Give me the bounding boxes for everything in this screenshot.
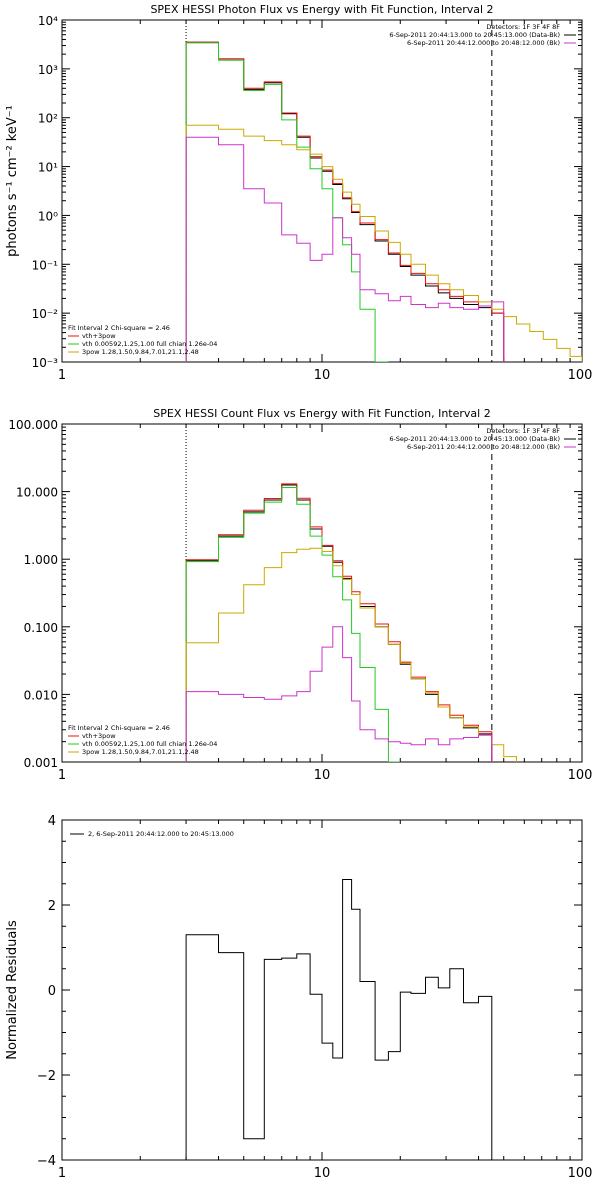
y-tick-label: 10⁻¹: [32, 258, 59, 272]
x-tick-label: 10: [314, 1166, 331, 1181]
legend-bottom-entry: vth 0.00592,1.25,1.00 full chian 1.26e-0…: [82, 340, 217, 348]
series-line-2: [185, 41, 505, 362]
legend-bottom-entry: vth+3pow: [82, 732, 116, 740]
y-tick-label: 10⁻²: [32, 307, 59, 321]
legend-top-entry: 6-Sep-2011 20:44:13.000 to 20:45:13.000 …: [389, 31, 560, 39]
y-tick-label: 0: [48, 984, 56, 999]
series-line-5: [185, 626, 493, 762]
series-line-3: [185, 42, 389, 362]
series-line-2: [185, 483, 493, 762]
x-tick-label: 100: [568, 768, 593, 783]
chart-panel-3: 1 10 100 −4 −2 0 2 4 Normalized Residuals 2, 6-Se…: [5, 814, 592, 1181]
chart-title: SPEX HESSI Photon Flux vs Energy with Fi…: [150, 3, 493, 16]
y-tick-label: 100.000: [8, 418, 58, 432]
legend-bottom-entry: Fit Interval 2 Chi-square = 2.46: [68, 324, 170, 332]
series-line-4: [185, 124, 582, 362]
series-line-4: [185, 547, 517, 762]
legend-bottom-entry: vth 0.00592,1.25,1.00 full chian 1.26e-0…: [82, 740, 217, 748]
x-tick-label: 1: [58, 768, 66, 783]
y-tick-label: 0.010: [24, 688, 58, 702]
chart-panel-2: SPEX HESSI Count Flux vs Energy with Fit…: [8, 407, 592, 783]
y-tick-label: 4: [48, 814, 56, 829]
y-tick-label: −2: [37, 1069, 56, 1084]
y-tick-label: 10³: [38, 63, 58, 77]
series-line-1: [185, 41, 505, 362]
chart-panel-1: SPEX HESSI Photon Flux vs Energy with Fi…: [5, 3, 592, 383]
legend-top-entry: 6-Sep-2011 20:44:13.000 to 20:45:13.000 …: [389, 435, 560, 443]
x-tick-label: 1: [58, 1166, 66, 1181]
y-tick-label: 10⁴: [38, 14, 58, 28]
y-tick-label: 10⁰: [38, 209, 58, 223]
y-tick-label: 10.000: [16, 486, 58, 500]
series-line-5: [185, 136, 505, 362]
plot-frame: [61, 819, 583, 1161]
legend-top-entry: Detectors: 1F 3F 4F 8F: [486, 427, 560, 435]
series-line-3: [185, 487, 401, 762]
y-tick-label: 0.001: [24, 756, 58, 770]
legend-top-entry: Detectors: 1F 3F 4F 8F: [486, 23, 560, 31]
y-tick-label: 1.000: [24, 553, 58, 567]
x-tick-label: 100: [568, 368, 593, 383]
series-line-1: [185, 879, 493, 1160]
plot-frame: [61, 423, 583, 763]
legend-bottom-entry: Fit Interval 2 Chi-square = 2.46: [68, 724, 170, 732]
x-tick-label: 10: [314, 768, 331, 783]
y-tick-label: −4: [37, 1154, 56, 1169]
legend-top-entry: 6-Sep-2011 20:44:12.000 to 20:48:12.000 …: [407, 39, 560, 47]
y-tick-label: 10¹: [38, 161, 58, 175]
x-tick-label: 100: [568, 1166, 593, 1181]
y-tick-label: 2: [48, 899, 56, 914]
x-tick-label: 10: [314, 368, 331, 383]
legend-top-entry: 6-Sep-2011 20:44:12.000 to 20:48:12.000 …: [407, 443, 560, 451]
y-axis-label: Normalized Residuals: [5, 920, 20, 1060]
legend-bottom-entry: 3pow 1.28,1.50,9.84,7.01,21.1,2.48: [82, 748, 199, 756]
x-tick-label: 1: [58, 368, 66, 383]
legend-bottom-entry: 3pow 1.28,1.50,9.84,7.01,21.1,2.48: [82, 348, 199, 356]
chart-title: SPEX HESSI Count Flux vs Energy with Fit…: [153, 407, 490, 420]
y-tick-label: 10²: [38, 112, 58, 126]
legend-entry: 2, 6-Sep-2011 20:44:12.000 to 20:45:13.0…: [88, 830, 234, 838]
y-tick-label: 0.100: [24, 621, 58, 635]
series-line-1: [185, 484, 493, 762]
legend-bottom-entry: vth+3pow: [82, 332, 116, 340]
y-tick-label: 10⁻³: [32, 356, 59, 370]
y-axis-label: photons s⁻¹ cm⁻² keV⁻¹: [5, 105, 20, 257]
